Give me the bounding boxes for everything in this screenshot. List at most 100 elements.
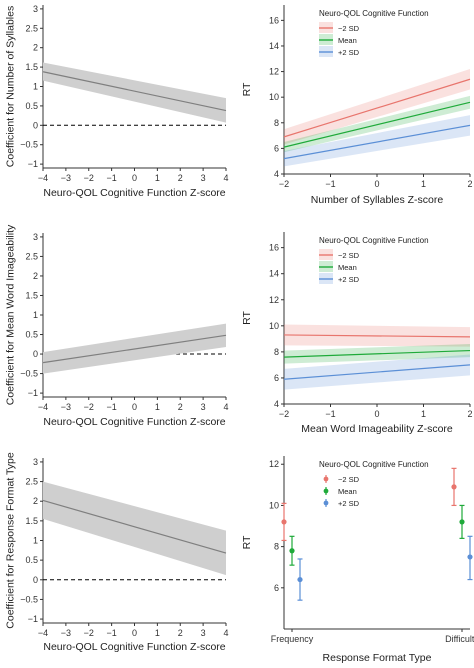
series-line-1	[283, 101, 471, 148]
x-tick-label: 4	[223, 173, 228, 183]
series-line-0	[42, 499, 227, 554]
x-tick-label: −3	[61, 173, 71, 183]
series-line-2	[283, 364, 471, 380]
y-tick-label: 3	[33, 232, 38, 242]
legend-entry: −2 SD	[338, 475, 360, 484]
panel-rt-response-format: 6 8 10 12 Frequency Difficulty Response Format…	[241, 456, 474, 664]
panel-coef-syllables: −1 −0.5 0 0.5 1 1.5 2 2.5 3 −4 −3 −2 −1 0 1 2 3 4 Neuro-QO…	[5, 4, 229, 199]
legend-entry: Mean	[338, 487, 357, 496]
x-tick-label: Frequency	[271, 634, 314, 644]
x-tick-label: −4	[38, 628, 48, 638]
y-tick-label: 16	[269, 243, 279, 253]
data-point	[297, 576, 303, 583]
legend-entry: −2 SD	[338, 251, 360, 260]
legend-entry: +2 SD	[338, 48, 360, 57]
x-tick-label: −1	[106, 628, 116, 638]
legend-key-point	[323, 476, 329, 482]
panel-coef-response-format: −1 −0.5 0 0.5 1 1.5 2 2.5 3 −4 −3 −2 −1 0 1 2 3 4 Neuro-QO…	[5, 452, 229, 653]
x-tick-label: −1	[325, 179, 335, 189]
y-tick-label: 1	[33, 310, 38, 320]
series-line-0	[283, 334, 471, 338]
y-axis-title: RT	[241, 311, 253, 325]
y-tick-label: 2.5	[25, 23, 38, 33]
y-tick-label: 4	[274, 169, 279, 179]
y-tick-label: 1.5	[25, 62, 38, 72]
x-tick-label: −2	[84, 628, 94, 638]
series-line-0	[42, 334, 227, 364]
x-axis-title: Neuro-QOL Cognitive Function Z-score	[43, 187, 225, 199]
y-tick-label: −1	[28, 159, 38, 169]
x-axis-title: Neuro-QOL Cognitive Function Z-score	[43, 641, 225, 653]
y-tick-label: 6	[274, 583, 279, 593]
y-tick-label: 1.5	[25, 516, 38, 526]
x-tick-label: 1	[421, 179, 426, 189]
y-tick-label: 2	[33, 271, 38, 281]
y-tick-label: 12	[269, 295, 279, 305]
x-tick-label: 1	[155, 628, 160, 638]
y-tick-label: 4	[274, 399, 279, 409]
series-line-2	[283, 124, 471, 160]
y-tick-label: −1	[28, 388, 38, 398]
x-tick-label: −4	[38, 173, 48, 183]
data-point	[459, 519, 465, 525]
x-tick-label: 1	[155, 402, 160, 412]
y-tick-label: 8	[274, 347, 279, 357]
legend-title: Neuro-QOL Cognitive Function	[319, 460, 429, 469]
confidence-band	[43, 481, 226, 576]
y-tick-label: 8	[274, 118, 279, 128]
y-tick-label: 0.5	[25, 555, 38, 565]
y-tick-label: 0	[33, 575, 38, 585]
data-point	[451, 484, 457, 490]
x-tick-label: −2	[279, 409, 289, 419]
legend-entry: Mean	[338, 36, 357, 45]
data-point	[289, 548, 295, 554]
legend-title: Neuro-QOL Cognitive Function	[319, 9, 429, 18]
x-tick-label: 2	[467, 179, 472, 189]
x-tick-label: 0	[132, 173, 137, 183]
legend-key-point	[323, 500, 329, 506]
x-tick-label: 3	[201, 173, 206, 183]
y-tick-label: 0.5	[25, 330, 38, 340]
x-tick-label: −1	[106, 402, 116, 412]
y-tick-label: 0	[33, 120, 38, 130]
y-tick-label: 16	[269, 15, 279, 25]
x-axis-title: Neuro-QOL Cognitive Function Z-score	[43, 416, 225, 428]
x-tick-label: 4	[223, 628, 228, 638]
x-axis-title: Number of Syllables Z-score	[311, 194, 444, 206]
y-axis-title: Coefficient for Number of Syllables	[5, 6, 17, 167]
legend-entry: −2 SD	[338, 24, 360, 33]
series-line-0	[42, 71, 227, 112]
legend-title: Neuro-QOL Cognitive Function	[319, 236, 429, 245]
x-axis-title: Response Format Type	[323, 652, 432, 664]
y-tick-label: 10	[269, 92, 279, 102]
x-tick-label: 1	[421, 409, 426, 419]
x-axis-title: Mean Word Imageability Z-score	[301, 423, 453, 435]
y-tick-label: 12	[269, 67, 279, 77]
y-tick-label: 1.5	[25, 290, 38, 300]
y-tick-label: 3	[33, 457, 38, 467]
x-tick-label: 2	[467, 409, 472, 419]
x-tick-label: 0	[132, 628, 137, 638]
data-point	[281, 519, 287, 525]
x-tick-label: 2	[178, 628, 183, 638]
x-tick-label: −1	[325, 409, 335, 419]
y-tick-label: −0.5	[20, 594, 38, 604]
legend-entry: +2 SD	[338, 275, 360, 284]
x-tick-label: 4	[223, 402, 228, 412]
y-axis-title: Coefficient for Response Format Type	[5, 452, 17, 629]
confidence-band	[43, 62, 226, 123]
data-point	[467, 554, 473, 560]
y-tick-label: 10	[269, 321, 279, 331]
y-tick-label: 14	[269, 269, 279, 279]
x-tick-label: −3	[61, 402, 71, 412]
y-tick-label: 0.5	[25, 101, 38, 111]
y-tick-label: −0.5	[20, 369, 38, 379]
x-tick-label: −1	[106, 173, 116, 183]
y-tick-label: 0	[33, 349, 38, 359]
y-tick-label: −1	[28, 614, 38, 624]
y-tick-label: 1	[33, 82, 38, 92]
y-axis-title: Coefficient for Mean Word Imageability	[5, 224, 17, 405]
y-tick-label: 12	[269, 459, 279, 469]
